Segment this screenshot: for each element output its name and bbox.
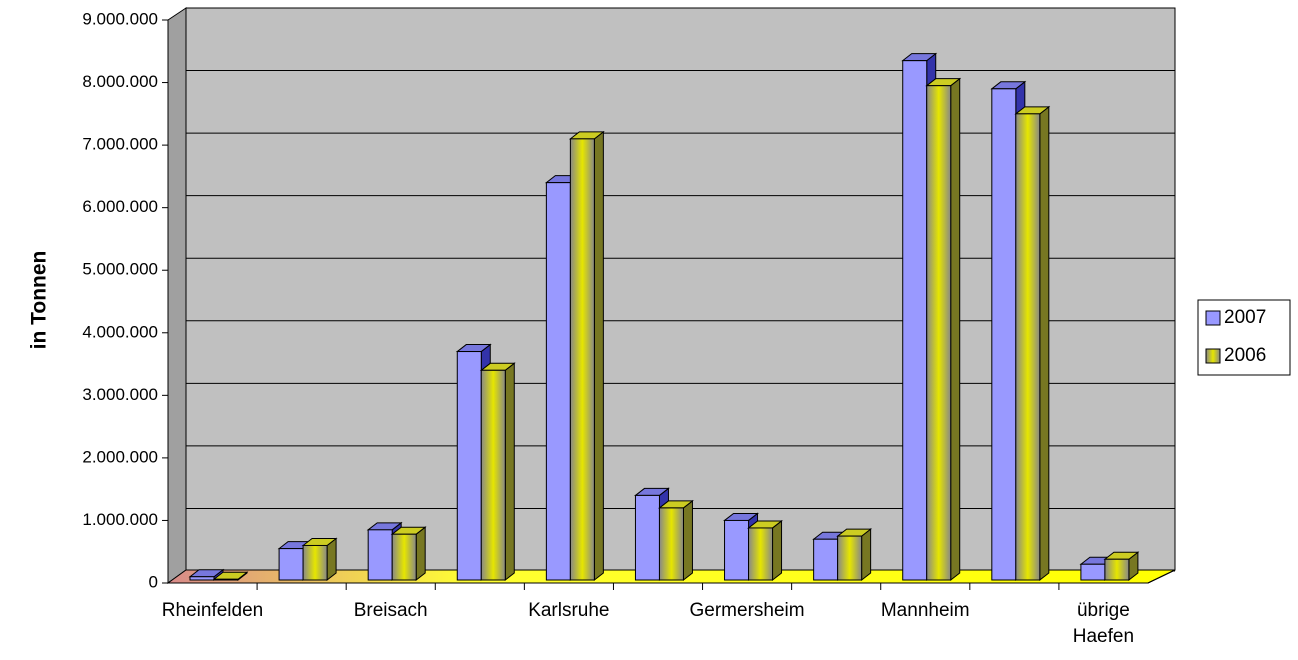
- y-tick-label: 5.000.000: [82, 260, 158, 279]
- bar: [634, 494, 660, 581]
- bar: [748, 527, 774, 581]
- bar: [545, 182, 571, 581]
- bar-side: [950, 77, 961, 582]
- bar: [991, 88, 1017, 581]
- bar: [480, 369, 506, 581]
- bar: [1104, 558, 1130, 581]
- y-tick-label: 0: [149, 572, 158, 591]
- y-tick-label: 9.000.000: [82, 9, 158, 28]
- y-tick-label: 2.000.000: [82, 447, 158, 466]
- bar-side: [593, 130, 604, 582]
- side-wall: [167, 7, 187, 584]
- y-tick-label: 6.000.000: [82, 197, 158, 216]
- bar: [837, 535, 863, 581]
- bar-side: [415, 526, 426, 582]
- bar-side: [504, 362, 515, 582]
- bar: [1080, 563, 1106, 581]
- bar: [569, 138, 595, 581]
- y-tick-label: 8.000.000: [82, 72, 158, 91]
- x-tick-label: Germersheim: [689, 600, 805, 621]
- y-axis-title: in Tonnen: [28, 251, 51, 350]
- bar: [367, 529, 393, 581]
- y-tick-label: 7.000.000: [82, 135, 158, 154]
- bar: [926, 85, 952, 581]
- bar: [813, 538, 839, 581]
- bar: [456, 351, 482, 581]
- x-tick-label-box: übrige Haefen: [1059, 598, 1148, 650]
- legend: 2007 2006: [1197, 299, 1291, 376]
- legend-swatch: [1205, 310, 1221, 326]
- x-tick-label-box: Karlsruhe: [524, 598, 613, 624]
- bar: [213, 578, 239, 581]
- x-tick-label: Rheinfelden: [161, 600, 264, 621]
- bar: [658, 507, 684, 581]
- bar: [302, 544, 328, 581]
- x-tick-label: Breisach: [353, 600, 428, 621]
- bar: [902, 60, 928, 581]
- legend-label: 2007: [1224, 307, 1266, 328]
- x-tick-label: übrige Haefen: [1072, 600, 1135, 647]
- bar-side: [1039, 105, 1050, 582]
- legend-label: 2006: [1224, 345, 1266, 366]
- x-tick-label: Karlsruhe: [528, 600, 610, 621]
- bar: [724, 519, 750, 581]
- bar-side: [682, 499, 693, 582]
- bar-side: [772, 519, 783, 582]
- bar: [189, 576, 215, 581]
- y-tick-label: 3.000.000: [82, 385, 158, 404]
- x-tick-label-box: Rheinfelden: [162, 598, 263, 624]
- bar: [278, 548, 304, 581]
- x-axis-depth: [1147, 569, 1176, 584]
- bar-side: [861, 528, 872, 582]
- bar: [1015, 113, 1041, 581]
- y-tick-label: 1.000.000: [82, 510, 158, 529]
- y-tick-label: 4.000.000: [82, 322, 158, 341]
- x-tick-label: Mannheim: [880, 600, 970, 621]
- legend-swatch: [1205, 348, 1221, 364]
- x-tick-label-box: Mannheim: [881, 598, 970, 624]
- x-tick-label-box: Germersheim: [690, 598, 805, 624]
- x-tick-label-box: Breisach: [346, 598, 435, 624]
- bar: [391, 533, 417, 581]
